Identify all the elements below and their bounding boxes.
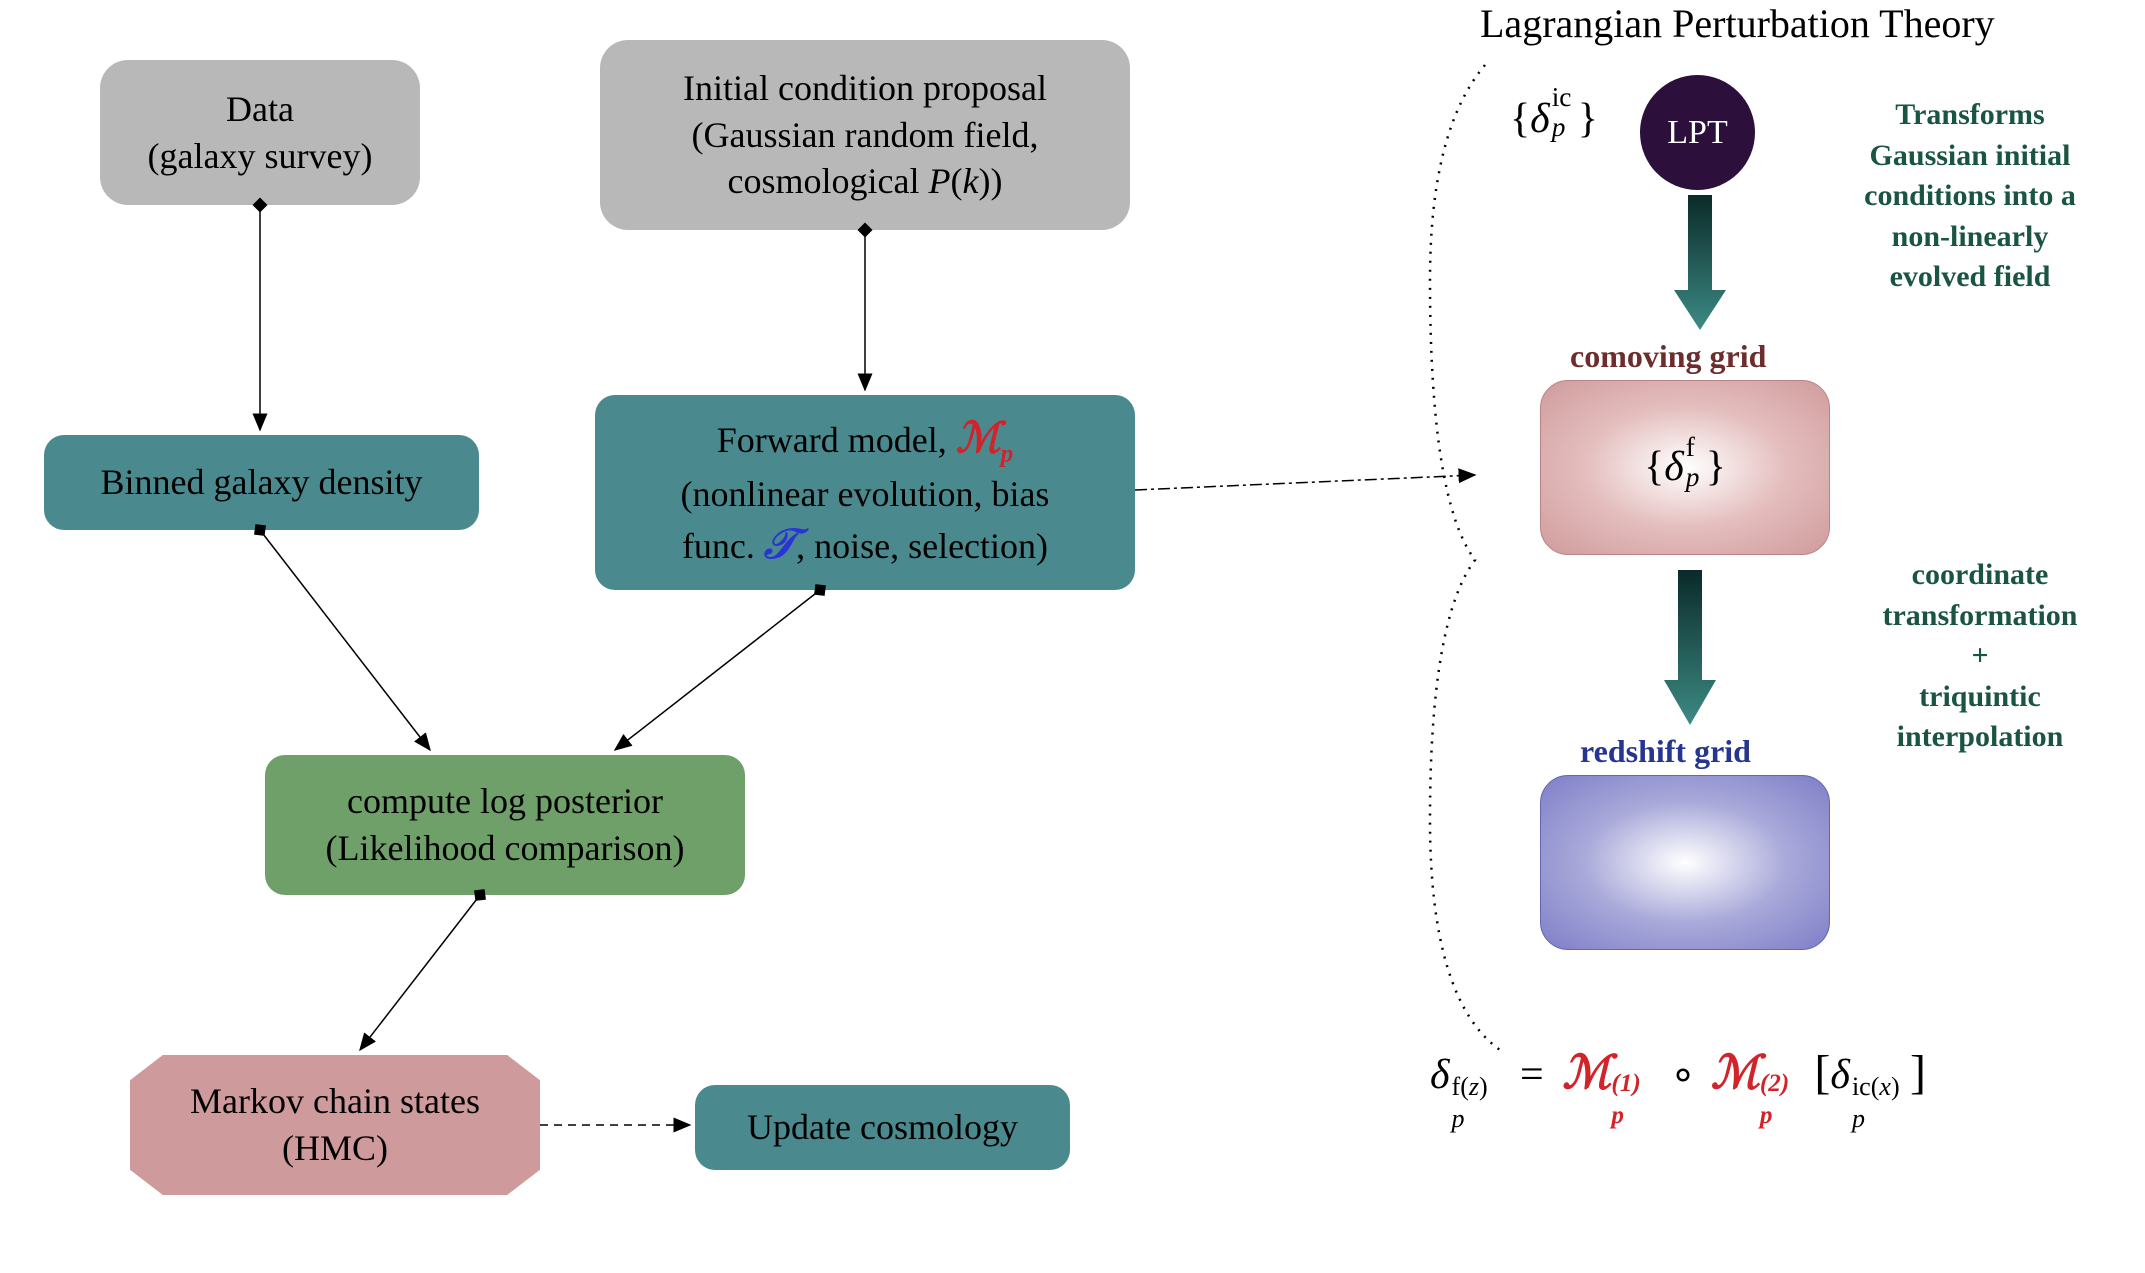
initial-line2: (Gaussian random field, [692, 115, 1039, 155]
redshift-label: redshift grid [1580, 733, 1751, 770]
equation: δf(z)p = ℳ(1)p ∘ ℳ(2)p [δic(x)p] [1430, 1045, 1926, 1100]
redshift-box [1540, 775, 1830, 950]
arrow-comoving-redshift [1660, 570, 1720, 730]
lpt-text: LPT [1667, 114, 1727, 152]
comoving-box: {δfp} [1540, 380, 1830, 555]
node-update: Update cosmology [695, 1085, 1070, 1170]
title-lpt: Lagrangian Perturbation Theory [1480, 0, 1995, 47]
coord-label: coordinate transformation + triquintic i… [1830, 555, 2130, 758]
update-text: Update cosmology [747, 1104, 1018, 1151]
data-line2: (galaxy survey) [148, 136, 373, 176]
data-line1: Data [226, 89, 294, 129]
comoving-label: comoving grid [1570, 338, 1766, 375]
node-markov: Markov chain states (HMC) [130, 1055, 540, 1195]
forward-line1: Forward model, ℳp [717, 420, 1013, 460]
transforms-label: Transforms Gaussian initial conditions i… [1815, 95, 2125, 298]
binned-text: Binned galaxy density [101, 459, 423, 506]
forward-line2: (nonlinear evolution, bias [681, 474, 1050, 514]
node-posterior: compute log posterior (Likelihood compar… [265, 755, 745, 895]
delta-f-label: {δfp} [1644, 440, 1726, 495]
node-forward: Forward model, ℳp (nonlinear evolution, … [595, 395, 1135, 590]
delta-ic-label: {δicp} [1510, 95, 1598, 143]
arrow-lpt-comoving [1670, 195, 1730, 335]
markov-line2: (HMC) [282, 1128, 388, 1168]
initial-line1: Initial condition proposal [683, 68, 1047, 108]
node-initial: Initial condition proposal (Gaussian ran… [600, 40, 1130, 230]
posterior-line2: (Likelihood comparison) [326, 828, 685, 868]
initial-line3: cosmological P(k)) [728, 161, 1003, 201]
forward-line3: func. 𝒯, noise, selection) [682, 526, 1048, 566]
posterior-line1: compute log posterior [347, 781, 663, 821]
node-data: Data (galaxy survey) [100, 60, 420, 205]
lpt-circle: LPT [1640, 75, 1755, 190]
markov-line1: Markov chain states [190, 1081, 480, 1121]
node-binned: Binned galaxy density [44, 435, 479, 530]
